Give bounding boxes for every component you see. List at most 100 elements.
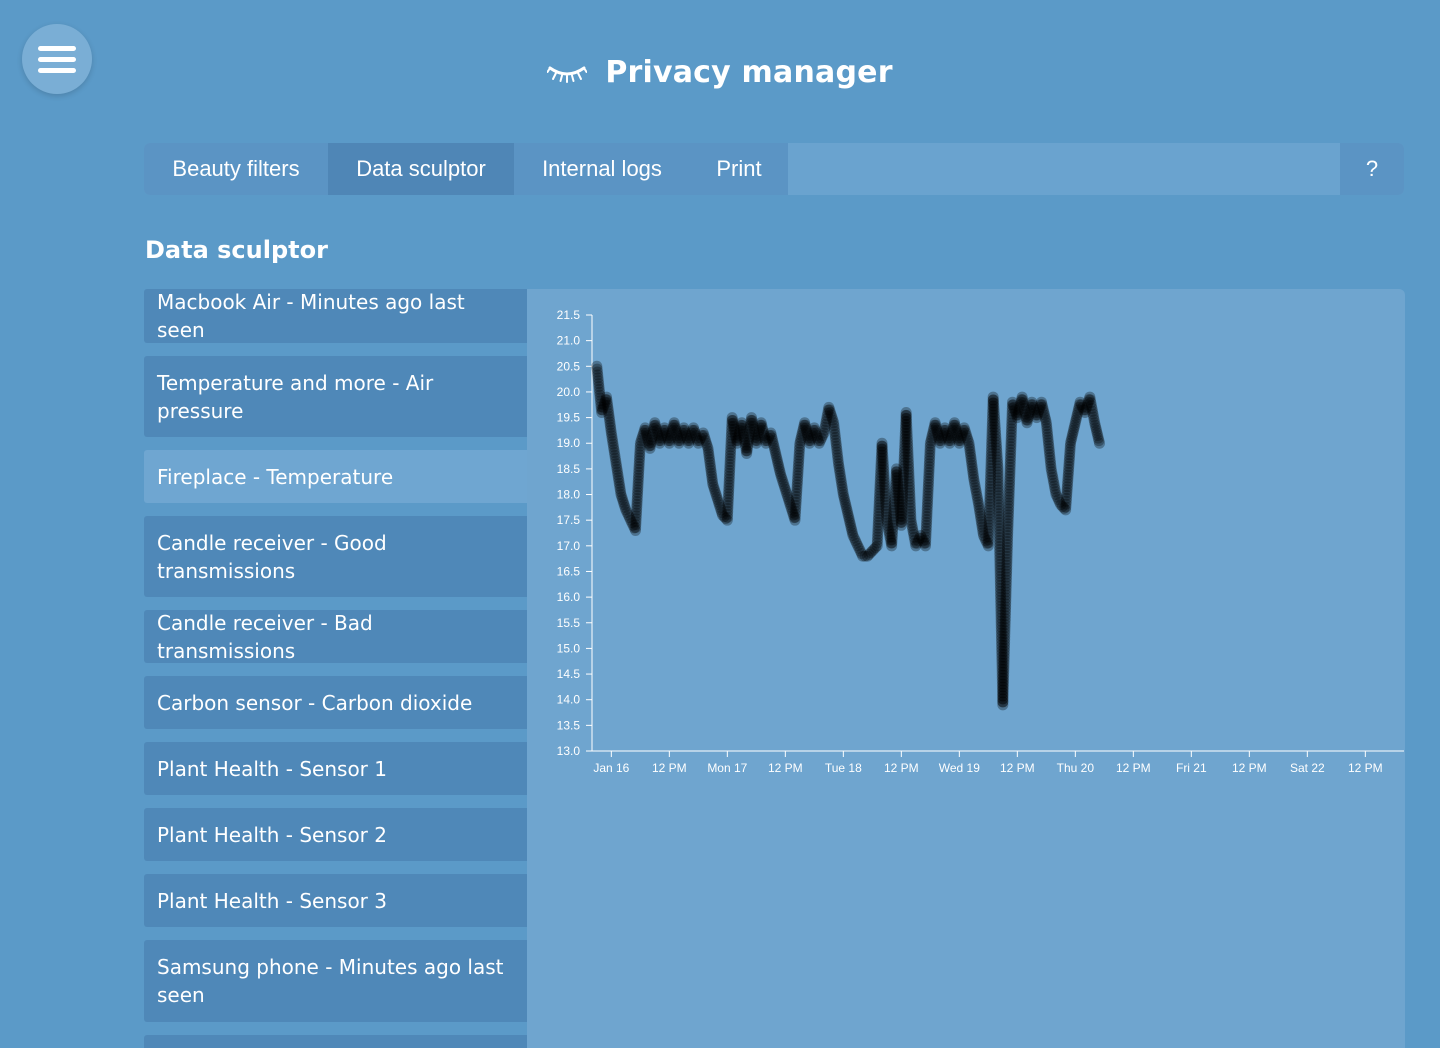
data-point <box>1011 409 1023 421</box>
data-point <box>992 457 1004 469</box>
list-item-carbon-dioxide[interactable]: Carbon sensor - Carbon dioxide <box>144 676 527 729</box>
data-point <box>994 552 1006 564</box>
data-point <box>603 413 615 425</box>
data-point <box>998 663 1010 675</box>
data-point <box>880 508 892 520</box>
data-point <box>734 424 746 436</box>
data-point <box>908 528 920 540</box>
data-point <box>1064 443 1076 455</box>
data-point <box>1062 478 1074 490</box>
data-point <box>1002 527 1014 539</box>
data-point <box>1087 408 1099 420</box>
data-point <box>773 463 785 475</box>
data-point <box>923 472 935 484</box>
data-point <box>1049 483 1061 495</box>
menu-button[interactable] <box>22 24 92 94</box>
data-point <box>1063 460 1075 472</box>
data-point <box>682 435 694 447</box>
data-point <box>731 437 743 449</box>
data-point <box>902 454 914 466</box>
data-point <box>708 483 720 495</box>
data-point <box>906 517 918 529</box>
list-item-good-transmissions[interactable]: Candle receiver - Good transmissions <box>144 516 527 597</box>
data-point <box>995 585 1007 597</box>
data-point <box>732 435 744 447</box>
data-point <box>743 431 755 443</box>
data-point <box>714 501 726 513</box>
data-point <box>997 696 1009 708</box>
data-point <box>706 470 718 482</box>
data-point <box>898 454 910 466</box>
data-point <box>965 454 977 466</box>
data-point <box>874 478 886 490</box>
list-item-plant-sensor-3[interactable]: Plant Health - Sensor 3 <box>144 874 527 927</box>
data-point <box>1013 406 1025 418</box>
data-point <box>920 531 932 543</box>
data-point <box>688 424 700 436</box>
list-item-air-pressure[interactable]: Temperature and more - Air pressure <box>144 356 527 437</box>
data-point <box>1001 559 1013 571</box>
data-point <box>893 493 905 505</box>
list-item-bad-transmissions[interactable]: Candle receiver - Bad transmissions <box>144 610 527 663</box>
data-point <box>879 491 891 502</box>
data-point <box>1014 401 1026 413</box>
data-point <box>986 439 998 451</box>
data-point <box>899 436 911 448</box>
data-point <box>660 427 672 439</box>
data-point <box>607 435 619 447</box>
data-point <box>703 448 715 460</box>
data-point <box>876 440 888 452</box>
data-point <box>853 542 865 554</box>
data-point <box>913 532 925 544</box>
data-point <box>985 471 997 483</box>
data-point <box>984 486 996 498</box>
data-point <box>708 481 720 493</box>
data-point <box>897 484 909 496</box>
data-point <box>993 490 1005 502</box>
data-point <box>952 430 964 442</box>
data-point <box>1001 568 1013 580</box>
data-point <box>890 475 902 487</box>
data-point <box>601 394 613 406</box>
data-point <box>993 505 1005 517</box>
list-item-macbook-air[interactable]: Macbook Air - Minutes ago last seen <box>144 289 527 343</box>
x-tick-label: 12 PM <box>652 761 687 775</box>
tab-beauty-filters[interactable]: Beauty filters <box>144 143 328 195</box>
data-point <box>995 615 1007 627</box>
data-point <box>855 548 867 560</box>
list-item-plant-sensor-2[interactable]: Plant Health - Sensor 2 <box>144 808 527 861</box>
help-button[interactable]: ? <box>1340 143 1404 195</box>
data-point <box>895 516 907 528</box>
data-point <box>1077 401 1089 413</box>
data-point <box>681 432 693 444</box>
tab-data-sculptor[interactable]: Data sculptor <box>328 143 514 195</box>
tab-print[interactable]: Print <box>690 143 788 195</box>
data-point <box>625 514 637 526</box>
data-point <box>1002 512 1014 524</box>
data-point <box>595 398 607 410</box>
data-point <box>1020 411 1032 423</box>
list-item-partial[interactable] <box>144 1035 527 1048</box>
list-item-samsung-phone[interactable]: Samsung phone - Minutes ago last seen <box>144 940 527 1022</box>
list-item-fireplace-temperature[interactable]: Fireplace - Temperature <box>144 450 527 503</box>
data-point <box>608 441 620 453</box>
data-point <box>1005 429 1017 441</box>
data-point <box>799 419 811 431</box>
data-point <box>837 486 849 498</box>
tab-internal-logs[interactable]: Internal logs <box>514 143 690 195</box>
data-point <box>945 432 957 444</box>
list-item-plant-sensor-1[interactable]: Plant Health - Sensor 1 <box>144 742 527 795</box>
data-point <box>1003 506 1015 518</box>
data-point <box>753 427 765 439</box>
data-point <box>873 511 885 523</box>
data-point <box>826 412 838 424</box>
data-point <box>895 519 907 531</box>
data-point <box>1062 466 1074 478</box>
data-point <box>964 446 976 458</box>
data-point <box>1024 404 1036 416</box>
data-point <box>1054 496 1066 508</box>
closed-eye-icon <box>547 66 588 83</box>
data-point <box>955 432 967 444</box>
data-point <box>1040 414 1052 426</box>
data-point <box>756 419 768 431</box>
